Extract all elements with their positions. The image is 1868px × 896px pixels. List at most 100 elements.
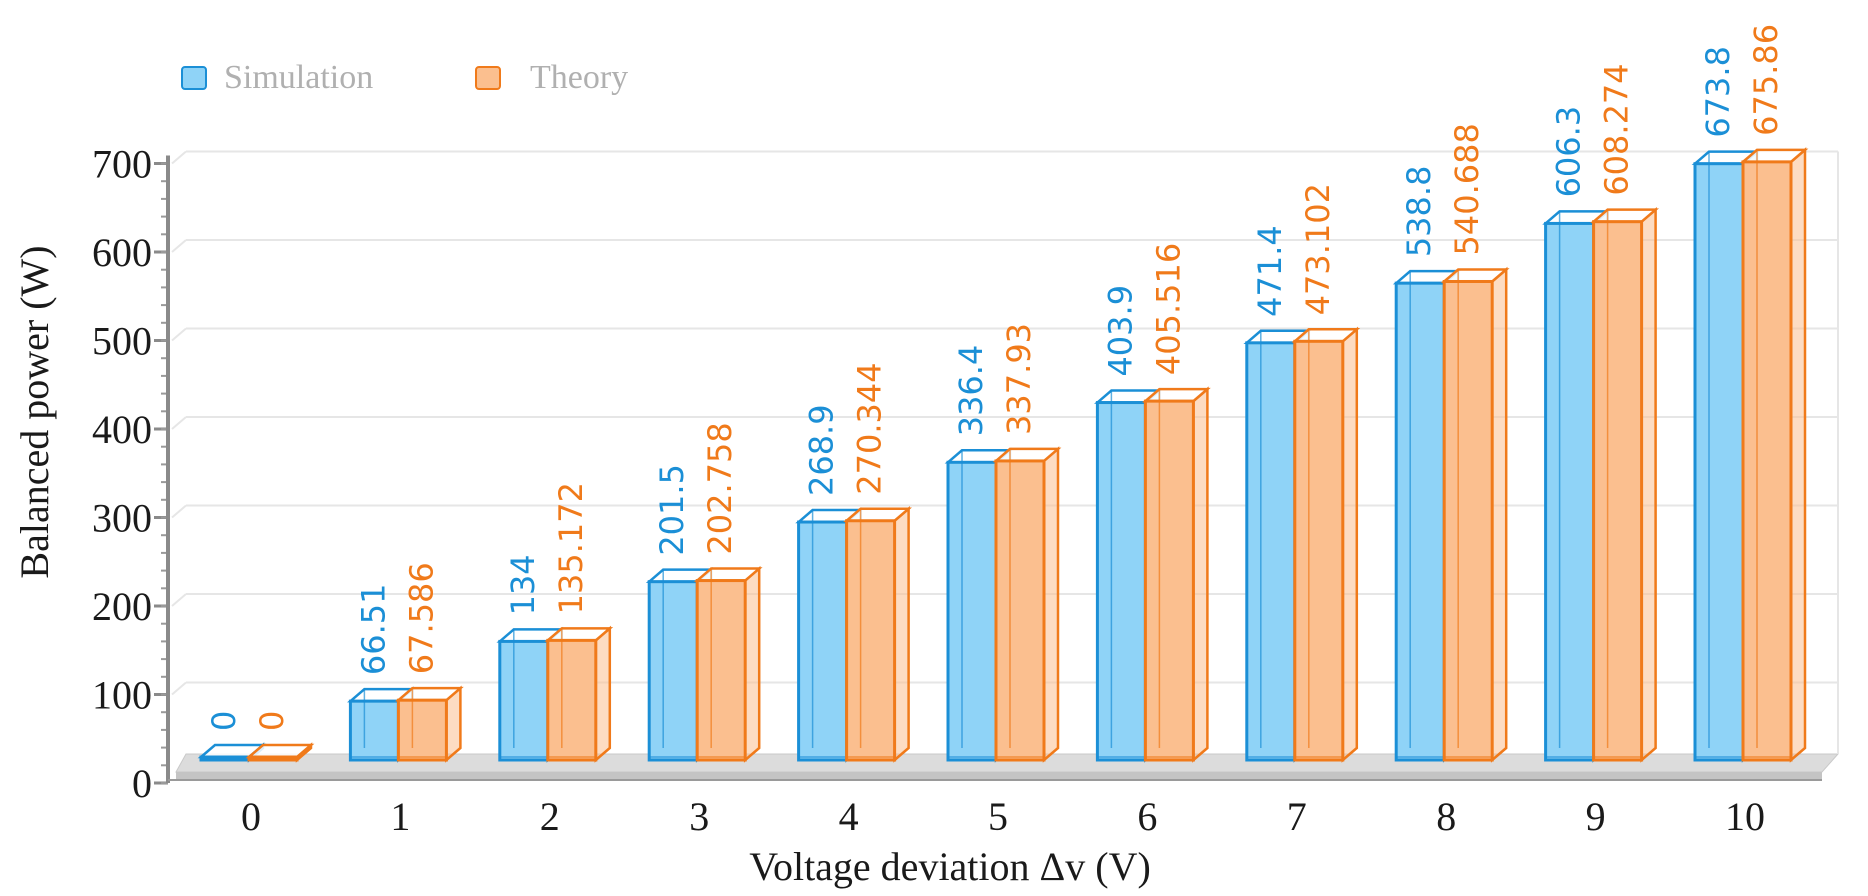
data-label-simulation: 471.4 [1251, 225, 1289, 317]
data-label-simulation: 606.3 [1550, 106, 1588, 198]
floor-front [176, 772, 1822, 780]
data-label-theory: 0 [253, 711, 291, 731]
bar-front [1245, 341, 1297, 762]
bar-theory-7 [1291, 326, 1361, 763]
x-tick-label: 1 [390, 794, 410, 839]
bar-theory-0 [245, 742, 315, 763]
data-label-theory: 67.586 [402, 562, 440, 674]
bar-theory-6 [1142, 386, 1211, 763]
data-label-simulation: 268.9 [803, 404, 841, 496]
bar-front [546, 638, 598, 762]
y-tick-label: 400 [92, 407, 152, 452]
axes [154, 155, 1822, 785]
bar-front [396, 698, 448, 762]
bar-front [797, 520, 849, 762]
gridline-depth [171, 327, 187, 342]
data-label-simulation: 538.8 [1400, 166, 1438, 258]
bar-side [1789, 147, 1807, 763]
gridline-depth [171, 593, 187, 607]
x-tick-label: 0 [241, 794, 261, 839]
bar-front [1143, 399, 1195, 762]
y-tick-label: 200 [92, 584, 152, 629]
legend-label-theory: Theory [530, 59, 628, 96]
y-tick-label: 600 [92, 230, 152, 275]
x-tick-label: 9 [1586, 794, 1606, 839]
bar-theory-8 [1440, 266, 1510, 763]
bar-side [1042, 446, 1060, 763]
bar-side [1490, 266, 1508, 763]
y-tick-label: 100 [92, 673, 152, 718]
gridline-depth [171, 681, 187, 696]
bar-side [1640, 206, 1657, 763]
legend-label-simulation: Simulation [224, 59, 373, 96]
bar-front [199, 755, 251, 762]
data-label-simulation: 134 [504, 554, 542, 615]
bar-front [994, 459, 1046, 762]
bar-front [1592, 220, 1644, 762]
data-label-theory: 337.93 [1000, 323, 1038, 435]
x-tick-label: 8 [1436, 794, 1456, 839]
bar-side [1192, 386, 1209, 763]
data-label-simulation: 403.9 [1101, 285, 1139, 377]
data-label-theory: 270.344 [851, 362, 889, 494]
legend: Simulation Theory [181, 59, 628, 96]
gridline-depth [171, 504, 187, 519]
bar-front [1693, 162, 1745, 762]
bars [197, 147, 1809, 763]
tick-labels: 0 100 200 300 400 500 600 700 0 1 2 3 4 5 6 7 8 9 10 [92, 142, 1765, 840]
y-tick-label: 0 [132, 761, 152, 806]
bar-front [1293, 339, 1345, 762]
bar-theory-5 [992, 446, 1062, 763]
x-tick-label: 7 [1287, 794, 1307, 839]
data-label-theory: 675.86 [1747, 24, 1785, 136]
x-tick-label: 3 [689, 794, 709, 839]
gridline-depth [171, 416, 187, 430]
data-label-simulation: 673.8 [1699, 46, 1737, 138]
bar-front [1095, 401, 1147, 762]
data-labels: 0 0 66.51 67.586 134 135.172 201.5 202.758 268.9… [205, 24, 1785, 731]
data-label-theory: 202.758 [701, 422, 739, 554]
y-tick-label: 500 [92, 319, 152, 364]
bar-front [1394, 281, 1446, 762]
data-label-theory: 135.172 [552, 482, 590, 614]
bar-front [695, 579, 747, 762]
bar-theory-9 [1590, 206, 1659, 763]
bar-front [845, 519, 897, 762]
data-label-simulation: 336.4 [952, 345, 990, 437]
bar-theory-3 [693, 565, 763, 763]
bar-side [743, 565, 761, 763]
bar-front [498, 639, 550, 762]
bar-side [594, 625, 612, 763]
data-label-theory: 608.274 [1598, 63, 1636, 195]
y-tick-label: 700 [92, 142, 152, 187]
bar-side [893, 506, 910, 763]
x-tick-label: 2 [540, 794, 560, 839]
x-tick-label: 6 [1137, 794, 1157, 839]
data-label-theory: 540.688 [1448, 123, 1486, 255]
data-label-theory: 405.516 [1149, 243, 1187, 375]
gridline-depth [171, 239, 187, 253]
bar-theory-1 [395, 685, 464, 763]
bar-front [647, 580, 699, 762]
y-axis-title: Balanced power (W) [12, 245, 57, 578]
legend-swatch-simulation [181, 66, 207, 90]
legend-swatch-theory [475, 66, 501, 90]
data-label-simulation: 201.5 [653, 464, 691, 556]
y-tick-label: 300 [92, 496, 152, 541]
bar-theory-2 [544, 625, 614, 763]
bar-front [946, 460, 998, 762]
bar-front [348, 699, 400, 762]
x-tick-label: 5 [988, 794, 1008, 839]
gridline-depth [171, 150, 187, 165]
bar-front [1442, 279, 1494, 762]
data-label-simulation: 66.51 [354, 584, 392, 676]
x-tick-label: 10 [1725, 794, 1765, 839]
bar-theory-4 [843, 506, 912, 763]
bar-front [1544, 221, 1596, 762]
bar-front [247, 755, 299, 762]
data-label-theory: 473.102 [1299, 183, 1337, 315]
data-label-simulation: 0 [205, 711, 243, 731]
bar-front [1741, 160, 1793, 762]
bar-side [1341, 326, 1359, 763]
